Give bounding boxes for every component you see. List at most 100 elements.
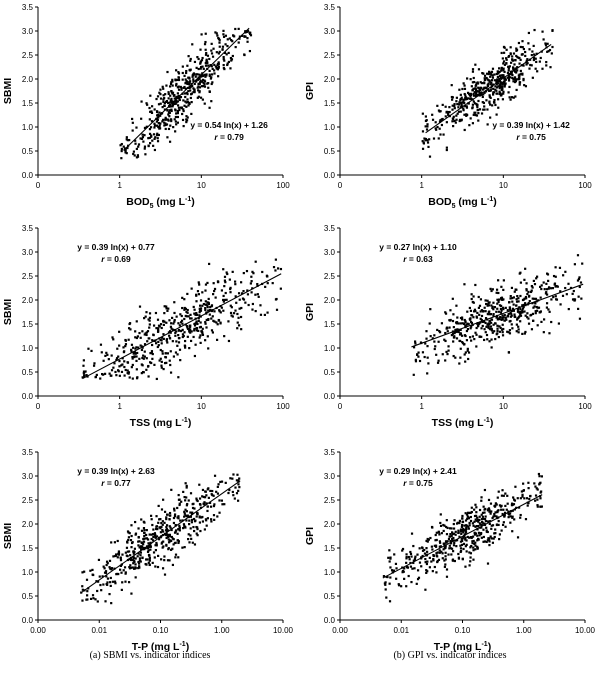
scatter-point [177,322,180,325]
scatter-point [507,351,511,354]
scatter-point [467,102,470,105]
scatter-point [128,322,132,325]
x-tick-label: 0 [36,402,41,411]
scatter-point [157,340,160,343]
scatter-point [508,320,511,323]
scatter-point [501,85,504,88]
scatter-point [168,115,171,118]
scatter-point [204,53,208,56]
scatter-point [185,310,188,313]
scatter-point [251,302,254,306]
scatter-point [460,316,464,319]
scatter-point [495,92,499,95]
scatter-point [172,543,175,546]
scatter-point [465,524,468,527]
scatter-point [412,373,415,376]
scatter-point [165,361,168,364]
scatter-point [551,29,554,32]
scatter-point [469,309,473,312]
scatter-point [477,520,480,523]
scatter-point [135,346,138,349]
scatter-point [85,578,89,581]
scatter-point [513,76,517,79]
scatter-point [554,285,557,288]
scatter-point [110,354,113,357]
scatter-point [529,63,532,67]
scatter-point [465,339,469,342]
scatter-point [518,272,521,275]
scatter-point [162,540,165,543]
scatter-point [213,518,216,521]
scatter-point [461,528,465,531]
scatter-point [173,515,177,518]
scatter-point [540,320,543,323]
scatter-point [214,296,217,299]
scatter-point [397,584,401,587]
scatter-point [170,322,173,325]
scatter-point [511,515,514,518]
scatter-point [173,318,176,322]
scatter-point [405,557,408,560]
scatter-point [467,527,470,530]
scatter-point [470,97,473,101]
scatter-point [184,499,187,502]
scatter-point [526,62,529,65]
scatter-point [143,317,146,320]
scatter-point [120,571,123,574]
scatter-point [491,541,495,544]
scatter-point [180,88,183,91]
scatter-point [426,123,429,126]
scatter-point [458,519,462,522]
scatter-point [497,519,500,523]
scatter-point [132,150,136,153]
scatter-point [446,110,450,114]
scatter-point [199,307,203,310]
scatter-point [483,338,486,342]
scatter-point [131,357,134,360]
scatter-point [451,108,454,111]
scatter-point [490,346,493,349]
scatter-point [188,86,191,90]
scatter-point [512,309,515,312]
scatter-point [195,80,198,83]
scatter-point [235,492,239,495]
scatter-point [471,522,474,525]
scatter-point [478,518,481,522]
scatter-point [140,137,144,141]
scatter-point [127,372,130,375]
scatter-point [525,497,529,500]
scatter-point [102,359,105,362]
scatter-point [174,523,177,527]
y-tick-label: 1.0 [22,123,34,132]
scatter-point [498,70,501,73]
scatter-point [581,262,584,265]
scatter-point [115,358,118,362]
scatter-point [186,64,189,67]
scatter-point [187,83,191,86]
scatter-point [84,370,87,373]
scatter-point [472,295,475,298]
scatter-point [171,537,174,540]
scatter-point [460,96,463,99]
scatter-point [210,520,213,523]
scatter-point [445,350,448,354]
scatter-point [125,136,128,139]
scatter-point [491,74,494,77]
scatter-point [513,518,516,521]
scatter-point [507,91,510,94]
scatter-point [238,477,241,480]
scatter-point [517,328,520,331]
scatter-point [143,145,147,148]
scatter-point [401,571,404,574]
scatter-point [425,539,428,543]
scatter-point [464,351,467,354]
scatter-point [512,503,516,506]
scatter-point [139,551,143,554]
scatter-point [238,307,241,310]
scatter-point [405,566,409,569]
scatter-point [492,308,495,311]
scatter-point [517,331,520,334]
scatter-point [191,75,194,78]
scatter-point [131,355,134,359]
scatter-point [489,83,492,86]
